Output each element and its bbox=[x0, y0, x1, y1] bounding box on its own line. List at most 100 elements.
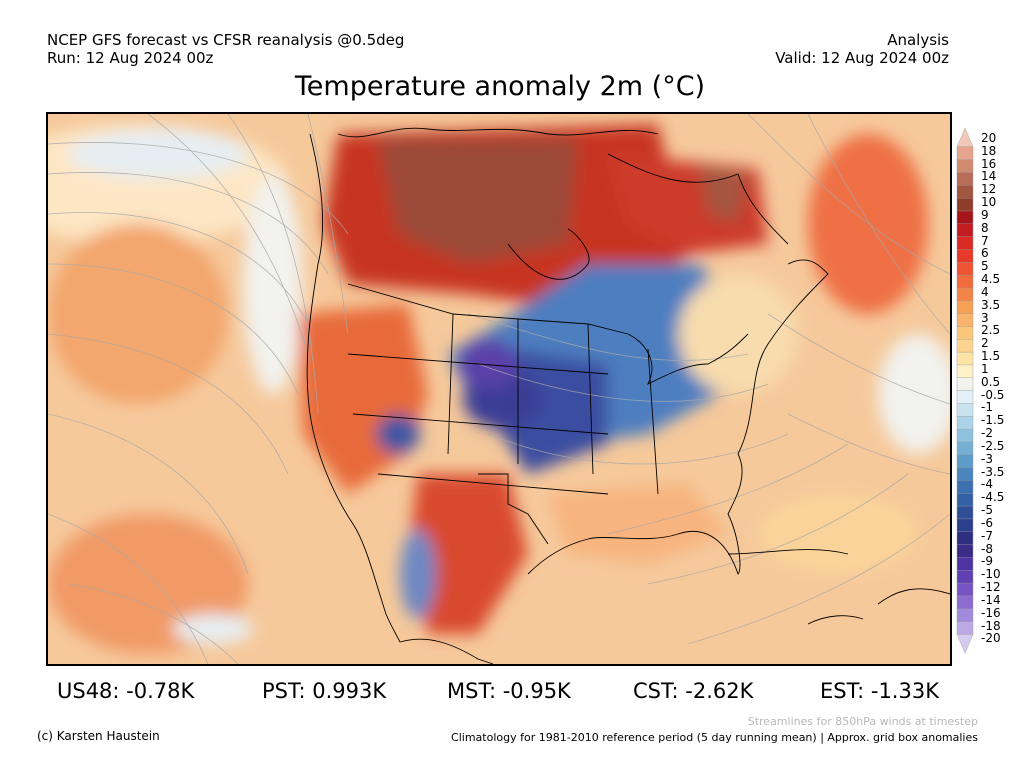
colorbar-tick-label: 8 bbox=[981, 220, 989, 235]
colorbar-cell bbox=[956, 185, 974, 199]
colorbar-tick-label: -3.5 bbox=[981, 464, 1005, 479]
colorbar-tick-label: -2 bbox=[981, 426, 993, 441]
colorbar-tick-label: 3.5 bbox=[981, 297, 1001, 312]
colorbar-tick-label: -12 bbox=[981, 580, 1001, 595]
colorbar-tick-label: -1.5 bbox=[981, 413, 1005, 428]
streamlines-note: Streamlines for 850hPa winds at timestep bbox=[747, 715, 978, 728]
colorbar-tick-label: -6 bbox=[981, 515, 993, 530]
colorbar-cell bbox=[956, 441, 974, 456]
map-canvas bbox=[48, 114, 950, 664]
colorbar-cell bbox=[956, 493, 974, 507]
colorbar-tick-label: 20 bbox=[981, 131, 997, 145]
colorbar-tick-label: 4 bbox=[981, 284, 989, 299]
colorbar-tick-label: 12 bbox=[981, 182, 997, 197]
colorbar-cell bbox=[956, 364, 974, 379]
climatology-note: Climatology for 1981-2010 reference peri… bbox=[451, 731, 978, 744]
colorbar-cell bbox=[956, 326, 974, 340]
colorbar-cell bbox=[956, 531, 974, 546]
colorbar-tick-label: 3 bbox=[981, 310, 989, 325]
colorbar-tick-label: -20 bbox=[981, 631, 1001, 646]
anomaly-field bbox=[48, 124, 950, 654]
colorbar-tick-label: 1.5 bbox=[981, 349, 1001, 364]
region-pst: PST: 0.993K bbox=[262, 679, 387, 703]
colorbar-cell bbox=[956, 210, 974, 225]
colorbar-cell bbox=[956, 634, 974, 654]
colorbar-cell bbox=[956, 339, 974, 353]
colorbar-tick-label: 6 bbox=[981, 246, 989, 261]
colorbar-cell bbox=[956, 403, 974, 417]
colorbar-cell bbox=[956, 544, 974, 558]
analysis-label: Analysis bbox=[887, 31, 949, 49]
colorbar-tick-label: -14 bbox=[981, 592, 1001, 607]
coastlines-and-borders bbox=[306, 127, 950, 664]
colorbar-tick-label: -16 bbox=[981, 605, 1001, 620]
colorbar-tick-label: -1 bbox=[981, 400, 993, 415]
colorbar-cell bbox=[956, 467, 974, 482]
valid-time: Valid: 12 Aug 2024 00z bbox=[775, 49, 949, 67]
colorbar-cell bbox=[956, 505, 974, 520]
colorbar-cell bbox=[956, 146, 974, 161]
colorbar-tick-label: 4.5 bbox=[981, 272, 1001, 287]
colorbar-cell bbox=[956, 390, 974, 405]
colorbar-cell bbox=[956, 287, 974, 302]
colorbar-cell bbox=[956, 159, 974, 174]
colorbar-cell bbox=[956, 127, 974, 148]
colorbar-tick-label: -8 bbox=[981, 541, 993, 556]
colorbar-cell bbox=[956, 262, 974, 276]
colorbar-cell bbox=[956, 172, 974, 186]
colorbar-tick-label: -7 bbox=[981, 528, 993, 543]
colorbar-cell bbox=[956, 236, 974, 251]
colorbar-cell bbox=[956, 621, 974, 635]
colorbar-tick-label: -18 bbox=[981, 618, 1001, 633]
colorbar-cell bbox=[956, 557, 974, 571]
run-time: Run: 12 Aug 2024 00z bbox=[47, 49, 214, 67]
colorbar-tick-label: 16 bbox=[981, 156, 997, 171]
colorbar-cell bbox=[956, 377, 974, 392]
colorbar-tick-label: 2 bbox=[981, 336, 989, 351]
colorbar-tick-label: -4 bbox=[981, 477, 993, 492]
colorbar-cells bbox=[956, 127, 974, 654]
colorbar-cell bbox=[956, 416, 974, 430]
colorbar-cell bbox=[956, 570, 974, 584]
colorbar-cell bbox=[956, 454, 974, 469]
colorbar-tick-label: -3 bbox=[981, 451, 993, 466]
region-mst: MST: -0.95K bbox=[447, 679, 571, 703]
colorbar-cell bbox=[956, 428, 974, 443]
colorbar-tick-label: -9 bbox=[981, 554, 993, 569]
colorbar-tick-label: -10 bbox=[981, 567, 1001, 582]
colorbar-cell bbox=[956, 608, 974, 623]
colorbar-tick-label: 10 bbox=[981, 195, 997, 210]
colorbar-tick-label: -5 bbox=[981, 503, 993, 518]
colorbar-tick-label: 9 bbox=[981, 207, 989, 222]
region-cst: CST: -2.62K bbox=[633, 679, 754, 703]
colorbar-cell bbox=[956, 197, 974, 212]
colorbar-cell bbox=[956, 518, 974, 533]
credit: (c) Karsten Haustein bbox=[37, 729, 160, 743]
anomaly-map bbox=[46, 112, 952, 666]
colorbar-tick-label: 7 bbox=[981, 233, 989, 248]
colorbar-cell bbox=[956, 313, 974, 328]
colorbar-tick-label: -0.5 bbox=[981, 387, 1005, 402]
colorbar-cell bbox=[956, 274, 974, 289]
colorbar-cell bbox=[956, 223, 974, 238]
colorbar-tick-label: 0.5 bbox=[981, 374, 1001, 389]
colorbar-tick-label: -4.5 bbox=[981, 490, 1005, 505]
map-title: Temperature anomaly 2m (°C) bbox=[294, 71, 706, 102]
model-description: NCEP GFS forecast vs CFSR reanalysis @0.… bbox=[47, 31, 405, 49]
colorbar-tick-label: 18 bbox=[981, 143, 997, 158]
colorbar-tick-label: 5 bbox=[981, 259, 989, 274]
colorbar-tick-label: -2.5 bbox=[981, 438, 1005, 453]
colorbar-tick-label: 1 bbox=[981, 361, 989, 376]
colorbar-tick-label: 2.5 bbox=[981, 323, 1001, 338]
colorbar-tick-label: 14 bbox=[981, 169, 997, 184]
streamlines bbox=[48, 114, 950, 664]
colorbar-cell bbox=[956, 300, 974, 315]
colorbar bbox=[956, 127, 974, 654]
colorbar-cell bbox=[956, 582, 974, 597]
colorbar-cell bbox=[956, 351, 974, 366]
colorbar-cell bbox=[956, 249, 974, 263]
colorbar-cell bbox=[956, 480, 974, 494]
region-est: EST: -1.33K bbox=[820, 679, 939, 703]
colorbar-cell bbox=[956, 595, 974, 610]
region-us48: US48: -0.78K bbox=[57, 679, 195, 703]
